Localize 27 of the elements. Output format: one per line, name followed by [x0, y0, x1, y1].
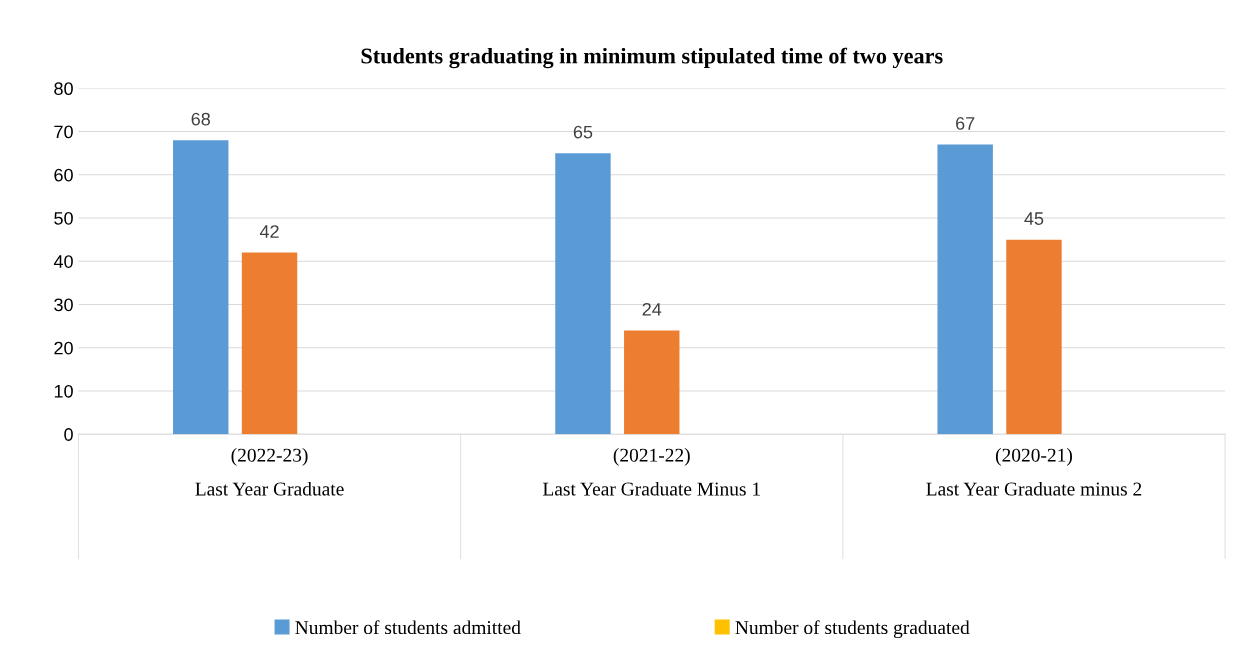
- bar: [173, 140, 229, 435]
- bar: [937, 144, 993, 435]
- y-tick-label: 60: [54, 168, 73, 182]
- y-tick-label: 40: [53, 255, 73, 268]
- y-tick-label: 0: [64, 428, 73, 441]
- x-tick-label: (2021-22) Last Year Graduate Minus 1: [542, 448, 760, 496]
- data-label: 24: [642, 302, 662, 316]
- legend-label: Number of students admitted: [295, 620, 521, 635]
- x-tick-label: (2020-21) Last Year Graduate minus 2: [926, 448, 1142, 496]
- y-tick-label: 80: [54, 82, 73, 96]
- bar: [241, 252, 298, 435]
- data-label: 42: [259, 225, 279, 238]
- data-label: 65: [573, 125, 593, 139]
- data-label: 68: [191, 112, 210, 126]
- data-label: 67: [956, 117, 975, 130]
- y-tick-label: 10: [54, 384, 73, 398]
- x-tick-label: (2022-23) Last Year Graduate: [195, 448, 344, 496]
- bar: [624, 330, 680, 435]
- data-label: 45: [1024, 212, 1044, 225]
- bar: [555, 153, 611, 435]
- y-tick-label: 70: [54, 125, 73, 139]
- y-tick-label: 20: [54, 341, 73, 355]
- bar: [1006, 239, 1062, 435]
- y-tick-label: 30: [54, 298, 73, 312]
- y-tick-label: 50: [54, 211, 73, 225]
- chart-title: Students graduating in minimum stipulated time of two years: [361, 47, 943, 69]
- legend-label: Number of students graduated: [735, 620, 970, 639]
